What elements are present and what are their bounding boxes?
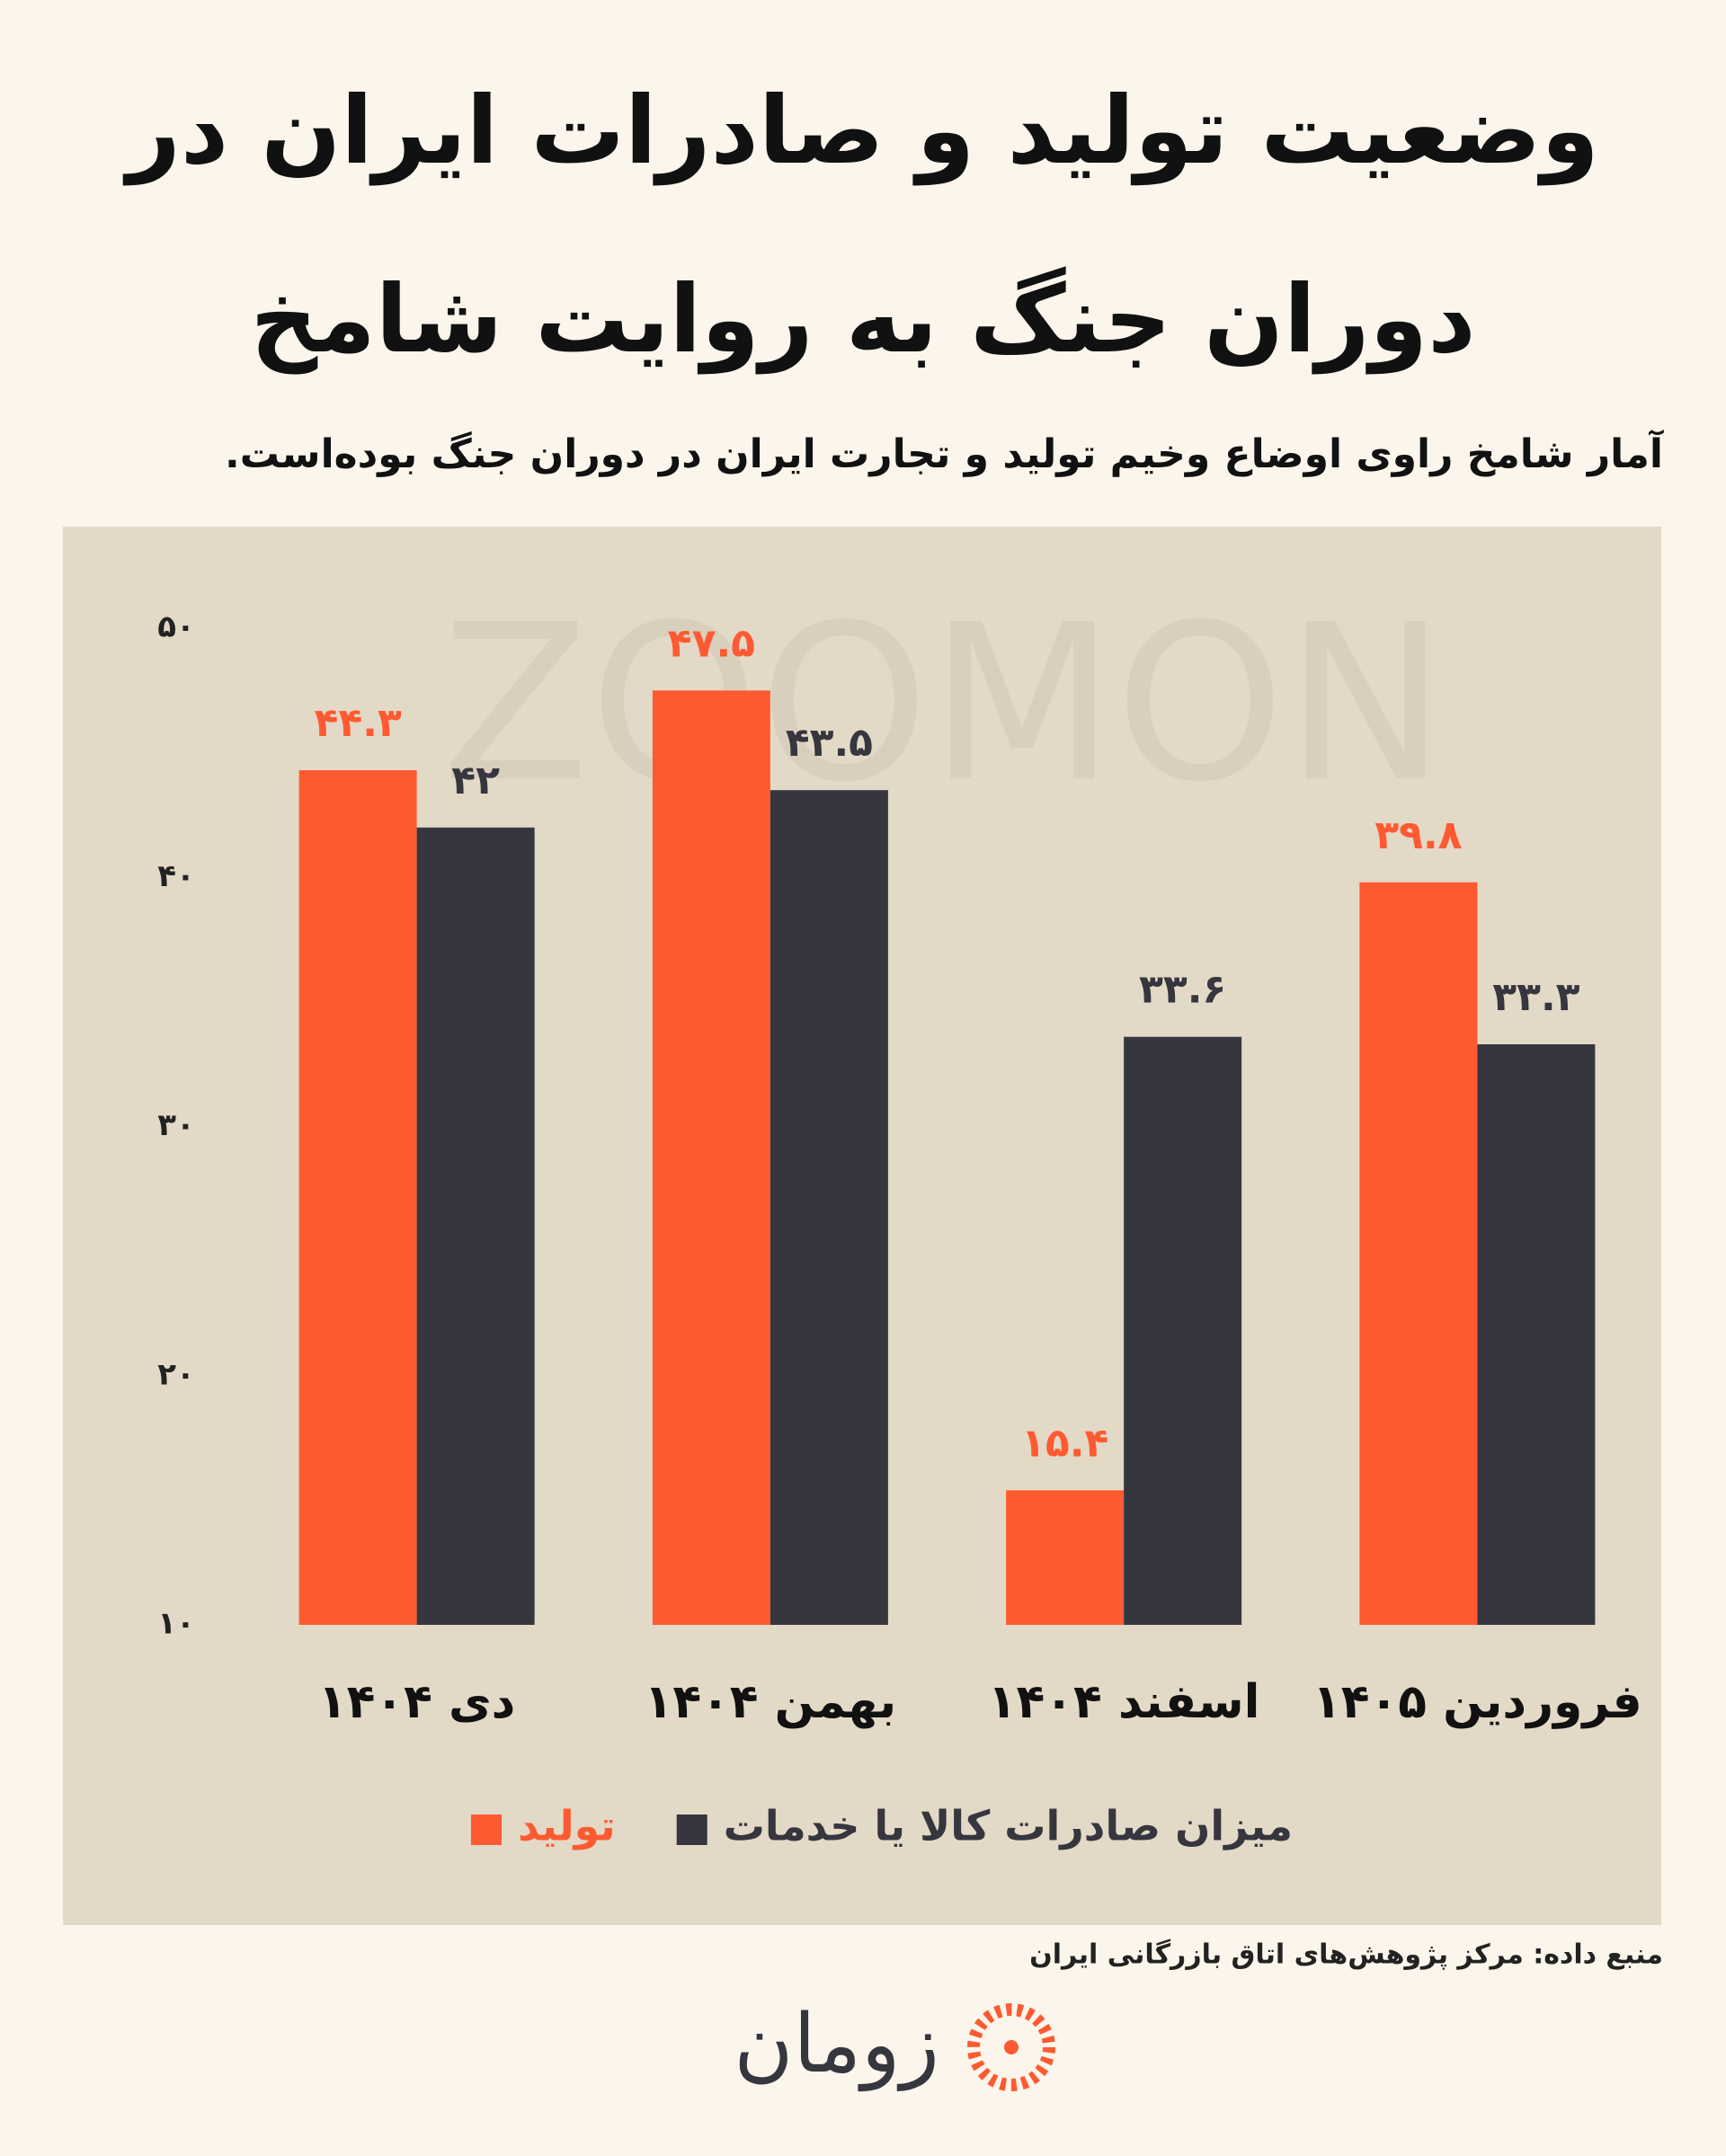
x-tick-label: دی ۱۴۰۴ [318,1675,515,1729]
chart-title: وضعیت تولید و صادرات ایران در دوران جنگ … [127,75,1599,374]
data-label: ۳۹.۸ [1375,812,1462,858]
data-label: ۴۲ [451,758,500,803]
data-label: ۳۳.۶ [1139,967,1226,1013]
chart-subtitle: آمار شامخ راوی اوضاع وخیم تولید و تجارت … [225,431,1663,477]
data-label: ۴۳.۵ [786,720,873,766]
bar [1477,1044,1596,1625]
bar [1006,1490,1125,1625]
legend-label: تولید [518,1802,616,1850]
y-tick-label: ۵۰ [157,609,195,645]
x-tick-label: بهمن ۱۴۰۴ [645,1675,897,1729]
data-label: ۴۷.۵ [668,620,755,666]
data-label: ۱۵.۴ [1021,1420,1108,1466]
data-label: ۳۳.۳ [1492,974,1579,1020]
source: منبع داده: مرکز پژوهش‌های اتاق بازرگانی … [1029,1939,1663,1971]
legend-label: میزان صادرات کالا یا خدمات [724,1802,1293,1850]
bar [652,690,770,1625]
watermark: ZOOMON [441,578,1446,830]
bar [770,790,888,1625]
x-tick-label: اسفند ۱۴۰۴ [988,1675,1260,1729]
data-label: ۴۴.۳ [314,700,401,746]
logo-icon [967,2003,1055,2091]
bar [298,770,417,1625]
legend-swatch [676,1814,707,1845]
y-tick-label: ۲۰ [157,1356,195,1392]
bar [416,827,535,1625]
bar [1124,1036,1242,1625]
logo-text: زومان [734,1997,939,2092]
bar [1359,882,1478,1625]
legend-swatch [470,1814,502,1845]
y-tick-label: ۳۰ [157,1107,195,1143]
x-tick-label: فروردین ۱۴۰۵ [1312,1675,1642,1729]
y-tick-label: ۱۰ [157,1606,195,1642]
y-tick-label: ۴۰ [157,858,195,894]
